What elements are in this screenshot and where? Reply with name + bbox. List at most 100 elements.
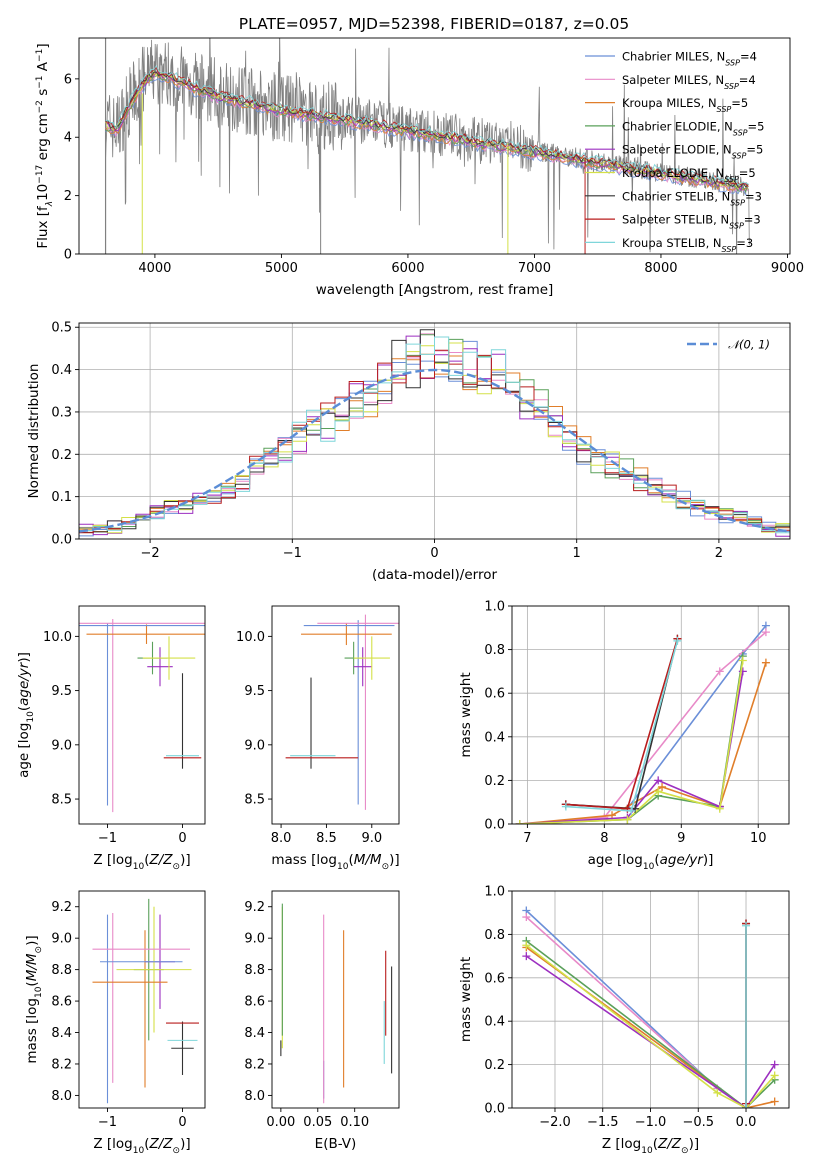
label-part: Z [log: [93, 852, 132, 868]
weight-line-chabrier-stelib: [565, 638, 679, 810]
axes-frame: [511, 605, 790, 825]
label-part: )]: [389, 852, 400, 868]
x-tick-label: 8.0: [271, 831, 292, 846]
label-part: ⊙: [34, 946, 44, 954]
legend-nssp: =3: [744, 213, 761, 227]
y-tick-label: 0.4: [484, 1015, 505, 1030]
y-tick-label: 0.3: [51, 405, 72, 420]
ylabel-sup: −1: [35, 49, 45, 62]
y-tick-label: 4: [64, 131, 72, 146]
y-tick-label: 8.6: [51, 995, 72, 1010]
label-part: )]: [16, 652, 32, 663]
y-tick-label: 8.8: [244, 963, 265, 978]
weight-marker: [770, 1060, 779, 1069]
label-part: Z [log: [93, 1136, 132, 1152]
y-tick-label: 0.0: [484, 1102, 505, 1117]
ylabel-sup: −1: [35, 75, 45, 88]
y-tick-label: 9.2: [51, 900, 72, 915]
residuals-plot-area: [79, 329, 790, 537]
model-line-chabrier-elodie: [105, 73, 749, 193]
x-tick-label: −0.5: [682, 1115, 714, 1130]
x-tick-label: 2: [715, 546, 723, 561]
y-tick-label: 0.6: [484, 687, 505, 702]
x-tick-label: 9.0: [361, 831, 382, 846]
weight-marker: [654, 787, 663, 796]
ylabel-part: erg cm: [35, 113, 51, 164]
x-tick-label: 0: [178, 1115, 186, 1130]
y-tick-label: 9.0: [51, 738, 72, 753]
label-part: ⊙: [173, 1146, 181, 1156]
label-part: 10: [641, 1146, 653, 1156]
x-tick-label: 8000: [644, 261, 677, 276]
label-part: mass weight: [458, 672, 474, 757]
legend-nssp: =4: [739, 73, 756, 87]
y-tick-label: 0.6: [484, 971, 505, 986]
y-tick-label: 2: [64, 189, 72, 204]
label-part: )]: [180, 1136, 191, 1152]
label-part: (: [16, 706, 32, 711]
label-part: )]: [689, 1136, 700, 1152]
label-part: 10: [643, 862, 655, 872]
weight-line-chabrier-elodie: [525, 940, 776, 1108]
x-tick-label: 0.0: [736, 1115, 757, 1130]
legend-nssp: =5: [746, 143, 763, 157]
x-tick-label: 7000: [518, 261, 551, 276]
legend-nssp: =3: [745, 189, 762, 203]
x-tick-label: 0.05: [303, 1115, 332, 1130]
x-tick-label: 9: [677, 831, 685, 846]
x-tick-label: 5000: [265, 261, 298, 276]
weight-marker: [742, 921, 751, 930]
legend-nssp: =5: [731, 96, 748, 110]
age-vs-Z-plot-area: [79, 619, 205, 813]
y-tick-label: 0.4: [484, 730, 505, 745]
x-axis-label: (data-model)/error: [372, 567, 498, 583]
y-axis-label: mass weight: [458, 957, 474, 1042]
weight-marker: [627, 806, 636, 815]
x-tick-label: −2: [141, 546, 160, 561]
y-tick-label: 9.5: [244, 684, 265, 699]
weight-line-chabrier-elodie: [519, 655, 744, 824]
axes-frame: [271, 605, 400, 825]
legend-entry: Salpeter MILES, NSSP=4: [622, 73, 756, 91]
weight-marker: [658, 782, 667, 791]
x-tick-label: −1: [98, 1115, 117, 1130]
label-part: 10: [133, 1146, 145, 1156]
x-axis-label: E(B-V): [315, 1136, 357, 1152]
axes-frame: [78, 37, 791, 255]
y-tick-label: 9.5: [51, 684, 72, 699]
weight-marker: [522, 913, 531, 922]
model-line-kroupa-stelib: [105, 65, 749, 186]
label-part: (: [24, 981, 40, 986]
x-tick-label: 1: [573, 546, 581, 561]
legend-nssp: =3: [736, 236, 753, 250]
y-axis-label: Flux [fλ10−17 erg cm−2 s−1 A−1]: [35, 43, 55, 248]
weight-vs-Z-axes: [512, 890, 789, 1109]
legend-entry: 𝒩(0, 1): [728, 338, 770, 352]
ylabel-sup: −17: [35, 165, 45, 184]
y-tick-label: 9.0: [51, 932, 72, 947]
label-part: ⊙: [681, 1146, 689, 1156]
x-tick-label: 8.5: [316, 831, 337, 846]
legend-subscript: SSP: [725, 58, 740, 67]
weight-marker: [654, 776, 663, 785]
weight-marker: [715, 667, 724, 676]
y-tick-label: 8.6: [244, 995, 265, 1010]
residuals-frame: −2 −1 0 1 2 0.0 0.1 0.2 0.3 0.4 0.5 𝒩(0, 1) (data-mo…: [26, 321, 791, 583]
label-part: 10: [34, 986, 44, 998]
y-tick-label: 8.5: [51, 793, 72, 808]
legend-subscript: SSP: [733, 128, 748, 137]
spectrum-frame: 4000 5000 6000 7000 8000 9000 0 2 4 6 Chabrier MIL…: [35, 37, 804, 298]
x-tick-label: 6000: [391, 261, 424, 276]
weight-vs-age-axes: [512, 605, 789, 825]
x-axis-label: Z [log10(Z/Z⊙)]: [602, 1136, 699, 1156]
label-part: Z/Z: [657, 1136, 682, 1152]
y-tick-label: 1.0: [484, 885, 505, 900]
mass-vs-Z-axes: [92, 898, 199, 1104]
y-tick-label: 0: [64, 248, 72, 263]
legend-entry: Chabrier STELIB, NSSP=3: [622, 189, 762, 207]
legend-entry: Chabrier ELODIE, NSSP=5: [622, 119, 764, 137]
weight-vs-Z-frame: −2.0 −1.5 −1.0 −0.5 0.0 0.0 0.2 0.4 0.6 0.8 1.0 Z […: [458, 885, 790, 1156]
x-tick-label: −2.0: [539, 1115, 571, 1130]
weight-marker: [561, 802, 570, 811]
